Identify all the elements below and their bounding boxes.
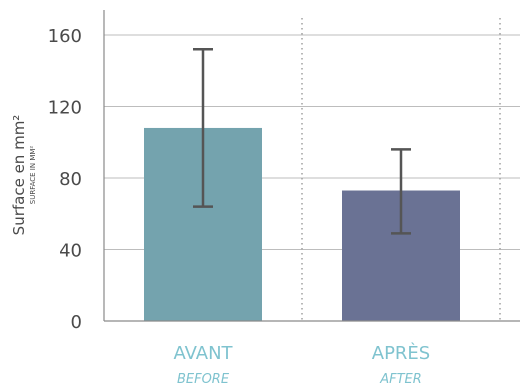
axes bbox=[103, 10, 520, 322]
y-tick-label: 160 bbox=[48, 26, 82, 47]
category-separators bbox=[301, 18, 501, 321]
x-category-sublabel: AFTER bbox=[379, 372, 422, 387]
x-category-labels: AVANT BEFORE APRÈS AFTER bbox=[173, 342, 430, 387]
x-category-label: APRÈS bbox=[372, 342, 430, 364]
y-tick-label: 80 bbox=[59, 169, 82, 190]
y-axis-label: Surface en mm² SURFACE IN MM² bbox=[10, 115, 37, 236]
error-bars bbox=[193, 48, 411, 235]
y-tick-labels: 0 40 80 120 160 bbox=[48, 26, 82, 333]
y-axis-title: Surface en mm² bbox=[10, 115, 28, 236]
y-axis-subtitle: SURFACE IN MM² bbox=[29, 146, 37, 205]
y-tick-label: 0 bbox=[71, 312, 82, 333]
y-tick-label: 40 bbox=[59, 241, 82, 262]
x-category-label: AVANT bbox=[173, 343, 233, 364]
y-tick-label: 120 bbox=[48, 98, 82, 119]
x-category-sublabel: BEFORE bbox=[177, 372, 230, 387]
